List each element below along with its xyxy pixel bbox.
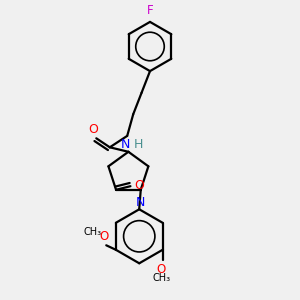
Text: N: N [136,196,146,209]
Text: O: O [135,179,145,192]
Text: O: O [88,124,98,136]
Text: F: F [147,4,153,16]
Text: H: H [134,138,143,151]
Text: CH₃: CH₃ [84,227,102,238]
Text: O: O [157,263,166,276]
Text: CH₃: CH₃ [152,273,170,283]
Text: O: O [99,230,109,244]
Text: N: N [121,138,130,151]
